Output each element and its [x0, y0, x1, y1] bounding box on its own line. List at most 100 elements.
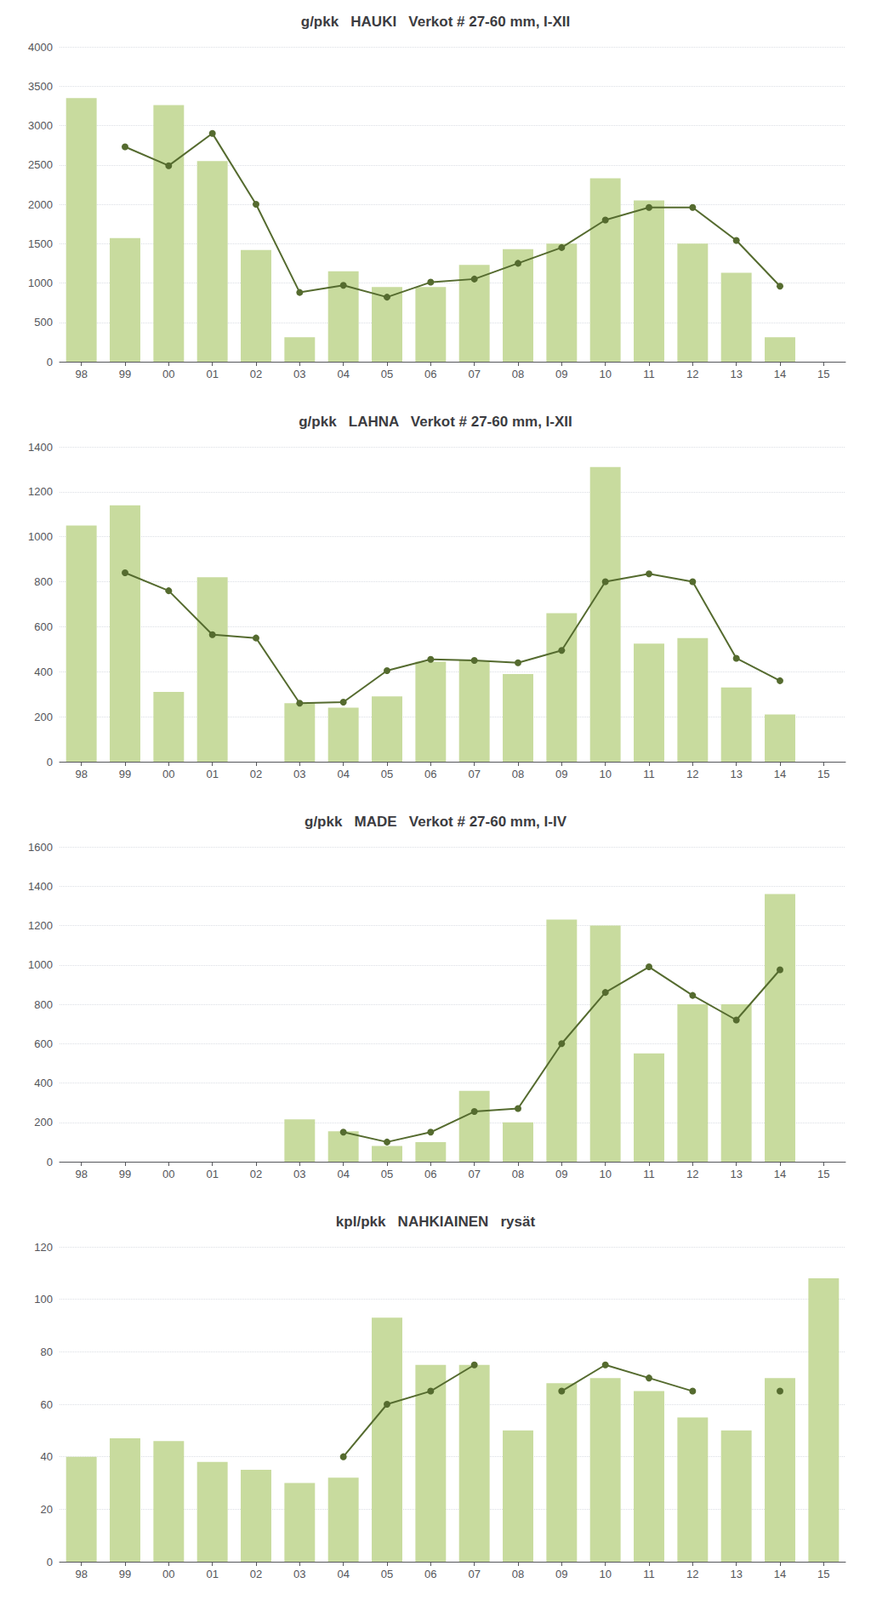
svg-text:12: 12	[686, 1167, 699, 1180]
svg-text:1200: 1200	[28, 918, 53, 932]
svg-text:03: 03	[293, 1167, 306, 1180]
svg-text:0: 0	[46, 1554, 53, 1568]
svg-text:08: 08	[512, 1167, 524, 1180]
svg-text:g/pkk HAUKI Verkot # 27-60: g/pkk HAUKI Verkot # 27-60 mm, I-XII	[301, 13, 571, 30]
svg-text:14: 14	[774, 767, 786, 780]
svg-text:12: 12	[686, 767, 699, 780]
svg-text:98: 98	[74, 367, 87, 381]
svg-text:4000: 4000	[28, 40, 53, 54]
svg-text:12: 12	[686, 1566, 699, 1580]
svg-text:1000: 1000	[28, 957, 53, 971]
svg-text:0: 0	[46, 755, 53, 769]
svg-text:14: 14	[774, 367, 786, 381]
svg-text:98: 98	[74, 1167, 87, 1180]
svg-text:07: 07	[467, 367, 480, 381]
svg-text:g/pkk MADE Verkot # 27-60: g/pkk MADE Verkot # 27-60 mm, I-IV	[304, 813, 568, 830]
svg-text:0: 0	[46, 1155, 53, 1168]
svg-text:3000: 3000	[28, 119, 53, 132]
svg-text:15: 15	[817, 1566, 830, 1580]
svg-text:99: 99	[119, 367, 131, 381]
svg-text:09: 09	[555, 1566, 568, 1580]
svg-text:98: 98	[74, 767, 87, 780]
svg-text:00: 00	[162, 1566, 175, 1580]
svg-text:2000: 2000	[28, 198, 53, 211]
svg-text:05: 05	[381, 767, 393, 780]
svg-text:07: 07	[467, 767, 480, 780]
svg-text:04: 04	[336, 367, 349, 381]
svg-text:02: 02	[250, 367, 262, 381]
svg-text:600: 600	[34, 1036, 53, 1050]
svg-text:1000: 1000	[28, 529, 53, 543]
svg-text:1400: 1400	[28, 440, 53, 454]
svg-text:09: 09	[555, 767, 568, 780]
svg-text:06: 06	[424, 767, 437, 780]
svg-text:11: 11	[643, 1566, 655, 1580]
svg-text:80: 80	[40, 1344, 53, 1358]
svg-text:400: 400	[34, 665, 53, 678]
svg-text:08: 08	[512, 367, 524, 381]
svg-text:05: 05	[381, 367, 393, 381]
svg-text:09: 09	[555, 1167, 568, 1180]
svg-text:800: 800	[34, 574, 53, 588]
svg-text:02: 02	[250, 1566, 262, 1580]
svg-text:06: 06	[424, 1167, 437, 1180]
svg-text:13: 13	[729, 1167, 742, 1180]
svg-text:15: 15	[817, 367, 830, 381]
svg-text:01: 01	[205, 1566, 218, 1580]
svg-text:g/pkk LAHNA Verkot # 27-60: g/pkk LAHNA Verkot # 27-60 mm, I-XII	[298, 413, 573, 430]
svg-text:02: 02	[250, 1167, 262, 1180]
svg-text:0: 0	[46, 355, 53, 369]
svg-text:04: 04	[336, 1167, 349, 1180]
svg-text:00: 00	[162, 767, 175, 780]
svg-text:600: 600	[34, 620, 53, 633]
svg-text:98: 98	[74, 1566, 87, 1580]
svg-text:00: 00	[162, 1167, 175, 1180]
svg-text:01: 01	[205, 367, 218, 381]
svg-text:03: 03	[293, 367, 306, 381]
svg-text:03: 03	[293, 767, 306, 780]
svg-text:00: 00	[162, 367, 175, 381]
svg-text:15: 15	[817, 767, 830, 780]
svg-text:1000: 1000	[28, 276, 53, 290]
svg-text:08: 08	[512, 1566, 524, 1580]
svg-text:01: 01	[205, 767, 218, 780]
svg-text:1400: 1400	[28, 879, 53, 893]
svg-text:kpl/pkk NAHKIAINEN rysät: kpl/pkk NAHKIAINEN rysät	[335, 1212, 536, 1230]
svg-text:14: 14	[774, 1566, 786, 1580]
svg-text:13: 13	[729, 767, 742, 780]
svg-text:20: 20	[40, 1502, 53, 1515]
svg-text:11: 11	[643, 1167, 655, 1180]
svg-text:200: 200	[34, 1115, 53, 1128]
svg-text:1600: 1600	[28, 840, 53, 854]
svg-text:1500: 1500	[28, 237, 53, 251]
svg-text:100: 100	[34, 1292, 53, 1305]
svg-text:04: 04	[336, 1566, 349, 1580]
svg-text:08: 08	[512, 767, 524, 780]
svg-text:10: 10	[598, 767, 611, 780]
svg-text:800: 800	[34, 997, 53, 1011]
svg-text:09: 09	[555, 367, 568, 381]
svg-text:12: 12	[686, 367, 699, 381]
svg-text:07: 07	[467, 1566, 480, 1580]
svg-text:99: 99	[119, 767, 131, 780]
svg-text:05: 05	[381, 1167, 393, 1180]
svg-text:500: 500	[34, 315, 53, 329]
svg-text:99: 99	[119, 1566, 131, 1580]
svg-text:05: 05	[381, 1566, 393, 1580]
svg-text:13: 13	[729, 1566, 742, 1580]
svg-text:13: 13	[729, 367, 742, 381]
svg-text:3500: 3500	[28, 79, 53, 93]
svg-text:01: 01	[205, 1167, 218, 1180]
svg-text:14: 14	[774, 1167, 786, 1180]
svg-text:06: 06	[424, 1566, 437, 1580]
svg-text:06: 06	[424, 367, 437, 381]
svg-text:2500: 2500	[28, 158, 53, 171]
svg-text:04: 04	[336, 767, 349, 780]
svg-text:10: 10	[598, 367, 611, 381]
svg-text:15: 15	[817, 1167, 830, 1180]
svg-text:400: 400	[34, 1075, 53, 1089]
svg-text:10: 10	[598, 1167, 611, 1180]
svg-text:02: 02	[250, 767, 262, 780]
svg-text:11: 11	[643, 367, 655, 381]
svg-text:03: 03	[293, 1566, 306, 1580]
